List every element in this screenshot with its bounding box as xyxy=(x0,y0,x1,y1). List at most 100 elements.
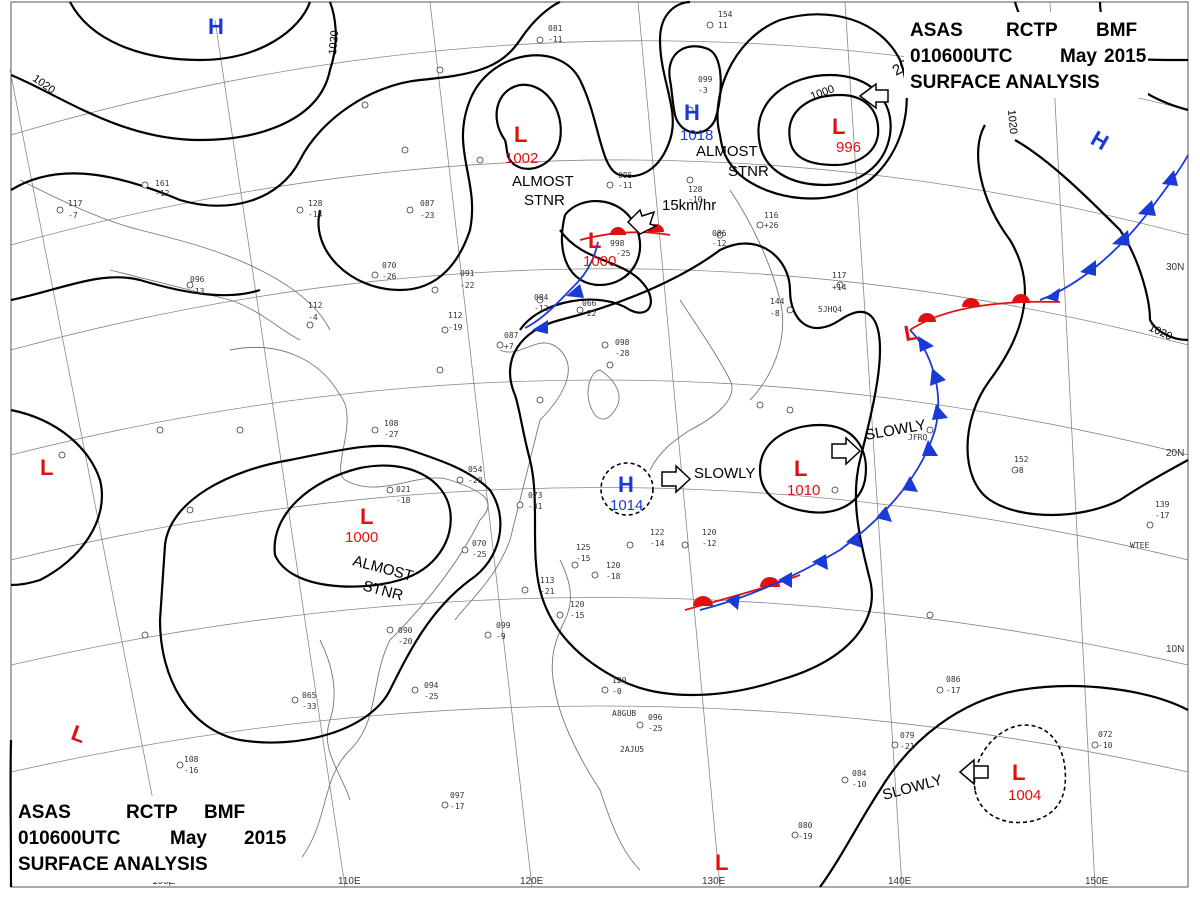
station-value: -31 xyxy=(528,502,543,511)
low-center: L xyxy=(794,456,807,481)
station-value: 091 xyxy=(460,269,475,278)
station-value: 065 xyxy=(302,691,317,700)
latitude-label: 20N xyxy=(1166,448,1184,459)
station-value: -7 xyxy=(68,211,78,220)
low-pressure-value: 996 xyxy=(836,139,861,156)
map-frame xyxy=(10,1,1189,888)
station-value: -8 xyxy=(1014,466,1024,475)
motion-label: ALMOST xyxy=(696,143,758,160)
station-value: -28 xyxy=(615,349,630,358)
header-bottom-type: SURFACE ANALYSIS xyxy=(18,854,208,875)
station-value: -12 xyxy=(702,539,717,548)
high-pressure-value: 1018 xyxy=(680,127,713,144)
station-value: 120 xyxy=(702,528,717,537)
station-value: -21 xyxy=(540,587,555,596)
station-value: -13 xyxy=(190,287,205,296)
station-value: +26 xyxy=(764,221,779,230)
longitude-label: 120E xyxy=(520,876,544,887)
station-value: -22 xyxy=(460,281,475,290)
header-bottom-source: ASAS xyxy=(18,802,71,823)
station-value: -16 xyxy=(184,766,199,775)
coastlines xyxy=(19,179,784,871)
station-value: 095 xyxy=(618,171,633,180)
station-value: 096 xyxy=(648,713,663,722)
station-value: -22 xyxy=(582,309,597,318)
station-value: 090 xyxy=(398,626,413,635)
isobar-label: 1020 xyxy=(1005,109,1019,134)
station-value: -21 xyxy=(900,742,915,751)
motion-arrows xyxy=(626,82,989,786)
station-value: -8 xyxy=(770,309,780,318)
station-value: 152 xyxy=(1014,455,1029,464)
station-value: -27 xyxy=(384,430,399,439)
station-value: 072 xyxy=(1098,730,1113,739)
low-center: L xyxy=(360,504,373,529)
station-value: 154 xyxy=(718,10,733,19)
station-value: 094 xyxy=(424,681,439,690)
header-top-station: RCTP xyxy=(1006,20,1058,41)
station-value: -11 xyxy=(548,35,563,44)
pressure-systems: H L 1002 H 1018 L 996 H L 1000 L L L 100… xyxy=(40,14,1113,875)
high-center: H xyxy=(208,14,224,39)
station-value: -25 xyxy=(424,692,439,701)
station-value: 998 xyxy=(610,239,625,248)
station-value: 117 xyxy=(68,199,83,208)
station-value: -12 xyxy=(534,304,549,313)
isobar-label: 1020 xyxy=(327,30,341,55)
latitude-label: 30N xyxy=(1166,262,1184,273)
station-value: 11 xyxy=(718,21,728,30)
header-top-source: ASAS xyxy=(910,20,963,41)
station-markers xyxy=(56,21,1154,839)
station-value: 087 xyxy=(420,199,435,208)
low-pressure-value: 1000 xyxy=(345,529,378,546)
station-value: -11 xyxy=(618,181,633,190)
header-bottom-year: 2015 xyxy=(244,828,287,849)
low-pressure-value: 1002 xyxy=(505,150,538,167)
station-value: -3 xyxy=(698,86,708,95)
station-value: 070 xyxy=(382,261,397,270)
station-value: -23 xyxy=(420,211,435,220)
station-value: 116 xyxy=(764,211,779,220)
station-value: -0 xyxy=(612,687,622,696)
station-value: -26 xyxy=(382,272,397,281)
station-value: 098 xyxy=(615,338,630,347)
station-value: 070 xyxy=(472,539,487,548)
station-value: -17 xyxy=(1155,511,1170,520)
high-pressure-value: 1014 xyxy=(610,497,643,514)
station-value: -15 xyxy=(570,611,585,620)
station-value: -20 xyxy=(468,476,483,485)
station-value: 073 xyxy=(528,491,543,500)
station-value: 122 xyxy=(650,528,665,537)
station-value: A8GUB xyxy=(612,709,636,718)
station-value: JFRQ xyxy=(908,433,927,442)
station-value: 161 xyxy=(155,179,170,188)
station-value: -12 xyxy=(712,239,727,248)
station-value: -17 xyxy=(450,802,465,811)
motion-label: STNR xyxy=(728,163,769,180)
station-value: -25 xyxy=(648,724,663,733)
station-value: 112 xyxy=(448,311,463,320)
station-value: -19 xyxy=(448,323,463,332)
station-value: 084 xyxy=(534,293,549,302)
low-center: L xyxy=(40,455,53,480)
low-pressure-value: 1000 xyxy=(583,253,616,270)
station-value: -10 xyxy=(852,780,867,789)
header-top: ASAS RCTP BMF 010600UTC May 2015 SURFACE… xyxy=(904,12,1148,98)
station-value: 113 xyxy=(540,576,555,585)
station-value: 5JHQ4 xyxy=(818,305,842,314)
station-value: 096 xyxy=(190,275,205,284)
station-value: 112 xyxy=(308,301,323,310)
header-top-year: 2015 xyxy=(1104,46,1147,67)
station-value: 097 xyxy=(450,791,465,800)
header-bottom-time: 010600UTC xyxy=(18,828,121,849)
station-value: -33 xyxy=(302,702,317,711)
station-value: 144 xyxy=(770,297,785,306)
station-value: 120 xyxy=(606,561,621,570)
header-top-time: 010600UTC xyxy=(910,46,1013,67)
cold-front xyxy=(524,154,1189,611)
station-value: -20 xyxy=(398,637,413,646)
header-bottom-station: RCTP xyxy=(126,802,178,823)
station-value: 125 xyxy=(576,543,591,552)
station-value: 054 xyxy=(468,465,483,474)
